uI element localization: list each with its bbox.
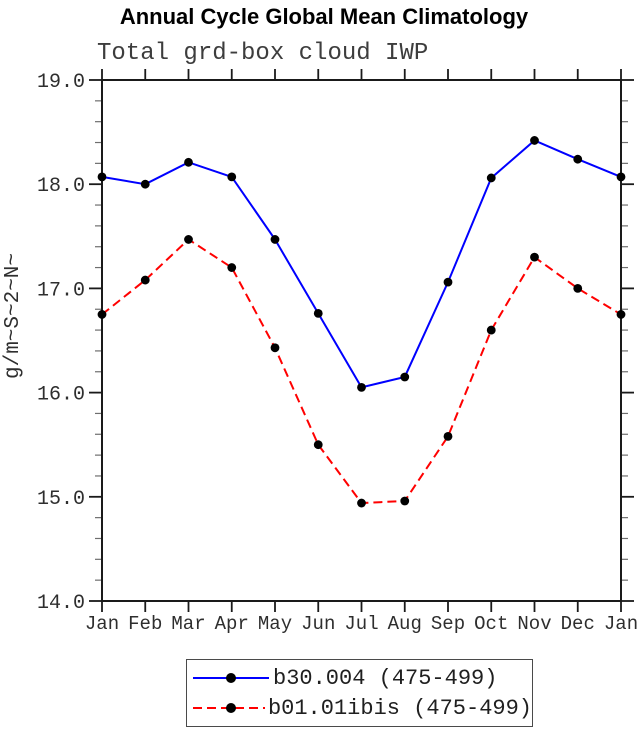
data-point-marker [616, 172, 626, 182]
x-tick-label: Jul [344, 613, 378, 635]
chart-title: Annual Cycle Global Mean Climatology [120, 4, 529, 29]
x-tick-label: Mar [171, 613, 205, 635]
data-point-marker [400, 372, 410, 382]
x-tick-label: Apr [215, 613, 249, 635]
data-point-marker [227, 263, 237, 272]
legend-line-sample-solid [193, 673, 269, 683]
legend: b30.004 (475-499) b01.01ibis (475-499) [186, 659, 533, 727]
y-tick-label: 17.0 [37, 279, 85, 302]
legend-line-sample-dashed [193, 703, 265, 713]
data-point-marker [486, 173, 496, 183]
series-1-line [101, 238, 622, 505]
y-tick-label: 19.0 [37, 71, 85, 94]
legend-label: b01.01ibis (475-499) [267, 695, 532, 721]
legend-marker-dot [226, 703, 236, 713]
data-point-marker [140, 179, 150, 189]
data-point-marker [313, 440, 323, 450]
x-tick-label: Dec [561, 613, 595, 635]
x-tick-label: Jan [604, 613, 638, 635]
legend-marker-dot [226, 673, 236, 683]
data-point-marker [573, 284, 583, 293]
data-point-marker [357, 382, 366, 392]
data-point-marker [443, 431, 453, 441]
y-tick-label: 16.0 [37, 384, 85, 407]
data-point-marker [400, 496, 410, 506]
data-point-marker [140, 275, 150, 285]
data-point-marker [530, 252, 539, 262]
y-tick-label: 18.0 [37, 175, 85, 198]
data-point-marker [530, 136, 539, 145]
data-point-marker [97, 310, 107, 319]
data-point-marker [184, 235, 193, 244]
legend-entry-b01: b01.01ibis (475-499) [192, 694, 532, 722]
legend-entry-b30: b30.004 (475-499) [192, 664, 532, 692]
data-point-marker [184, 157, 193, 167]
data-point-marker [270, 235, 280, 244]
chart-subtitle: Total grd-box cloud IWP [97, 40, 428, 67]
data-point-marker [97, 172, 107, 182]
x-tick-label: Aug [388, 613, 422, 635]
data-point-marker [486, 325, 496, 335]
data-point-marker [573, 154, 583, 164]
data-point-marker [616, 310, 626, 319]
series-0-line [101, 139, 622, 389]
x-tick-label: Sep [431, 613, 465, 635]
data-point-marker [357, 498, 366, 508]
axes-layer: Jan Feb Mar Apr May Jun Jul Aug Sep Oct Nov Dec Jan1… [37, 69, 638, 635]
data-point-marker [443, 277, 453, 287]
data-point-marker [270, 343, 280, 353]
x-tick-label: May [258, 613, 292, 635]
plot-frame [101, 79, 622, 602]
x-tick-label: Nov [517, 613, 551, 635]
legend-label: b30.004 (475-499) [273, 665, 498, 691]
y-axis-label: g/m~S~2~N~ [2, 253, 25, 379]
y-tick-label: 15.0 [37, 488, 85, 511]
x-tick-label: Jun [301, 613, 335, 635]
x-tick-label: Jan [85, 613, 119, 635]
x-tick-label: Feb [128, 613, 162, 635]
data-point-marker [227, 172, 237, 182]
x-tick-label: Oct [474, 613, 508, 635]
series-layer [97, 136, 626, 508]
y-tick-label: 14.0 [37, 592, 85, 615]
data-point-marker [313, 309, 323, 318]
